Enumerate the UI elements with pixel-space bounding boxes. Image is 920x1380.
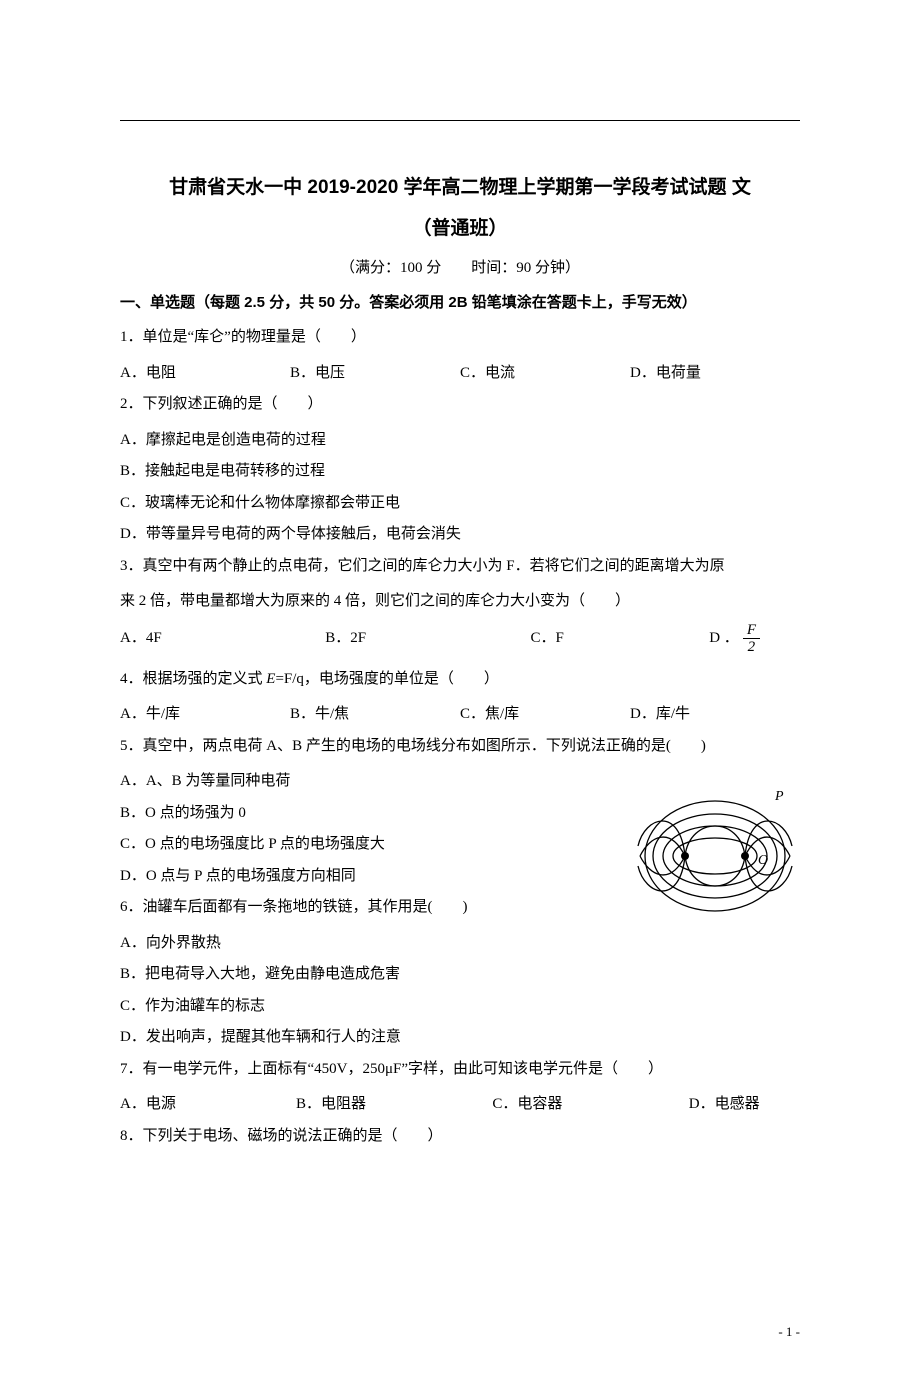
q6-opt-b: B．把电荷导入大地，避免由静电造成危害 bbox=[120, 959, 620, 991]
q8-stem: 8．下列关于电场、磁场的说法正确的是（ ） bbox=[120, 1121, 800, 1153]
q5-options: A．A、B 为等量同种电荷 B．O 点的场强为 0 C．O 点的电场强度比 P … bbox=[120, 766, 620, 892]
q2-opt-b: B．接触起电是电荷转移的过程 bbox=[120, 456, 800, 488]
q1-opt-c: C．电流 bbox=[460, 358, 630, 390]
q7-opt-d: D．电感器 bbox=[689, 1089, 760, 1121]
q5-stem: 5．真空中，两点电荷 A、B 产生的电场的电场线分布如图所示．下列说法正确的是(… bbox=[120, 731, 800, 763]
q5-opt-b: B．O 点的场强为 0 bbox=[120, 798, 620, 830]
exam-title-line1: 甘肃省天水一中 2019-2020 学年高二物理上学期第一学段考试试题 文 bbox=[120, 171, 800, 205]
q2-opt-a: A．摩擦起电是创造电荷的过程 bbox=[120, 425, 800, 457]
exam-title-line2: （普通班） bbox=[120, 213, 800, 240]
q3-opt-d: D ． F 2 bbox=[709, 622, 760, 656]
section1-header: 一、单选题（每题 2.5 分，共 50 分。答案必须用 2B 铅笔填涂在答题卡上… bbox=[120, 291, 800, 312]
q3-opt-d-label: D ． bbox=[709, 623, 739, 655]
q5-opt-d: D．O 点与 P 点的电场强度方向相同 bbox=[120, 861, 620, 893]
q3-stem-l1: 3．真空中有两个静止的点电荷，它们之间的库仑力大小为 F．若将它们之间的距离增大… bbox=[120, 551, 800, 583]
q7-opt-a: A．电源 bbox=[120, 1089, 256, 1121]
exam-meta: （满分：100 分 时间：90 分钟） bbox=[120, 256, 800, 277]
q3-opt-a: A．4F bbox=[120, 622, 285, 656]
top-rule bbox=[120, 120, 800, 121]
q4-opt-b: B．牛/焦 bbox=[290, 699, 460, 731]
q1-stem: 1．单位是“库仑”的物理量是（ ） bbox=[120, 322, 800, 354]
q7-opt-c: C．电容器 bbox=[492, 1089, 648, 1121]
q3-opt-c: C．F bbox=[530, 622, 669, 656]
q6-opt-d: D．发出响声，提醒其他车辆和行人的注意 bbox=[120, 1022, 620, 1054]
q3-frac-num: F bbox=[743, 622, 760, 640]
q1-opt-a: A．电阻 bbox=[120, 358, 290, 390]
q4-stem-post: =F/q，电场强度的单位是（ ） bbox=[275, 671, 498, 687]
q5-opt-a: A．A、B 为等量同种电荷 bbox=[120, 766, 620, 798]
q5-fig-label-p: P bbox=[774, 789, 784, 804]
q4-stem-pre: 4．根据场强的定义式 bbox=[120, 671, 266, 687]
q5-opt-c: C．O 点的电场强度比 P 点的电场强度大 bbox=[120, 829, 620, 861]
q6-opt-a: A．向外界散热 bbox=[120, 928, 620, 960]
q4-options: A．牛/库 B．牛/焦 C．焦/库 D．库/牛 bbox=[120, 699, 800, 731]
q3-options: A．4F B．2F C．F D ． F 2 bbox=[120, 622, 800, 656]
q5-figure: P O bbox=[630, 776, 800, 931]
q7-options: A．电源 B．电阻器 C．电容器 D．电感器 bbox=[120, 1089, 800, 1121]
q3-opt-b: B．2F bbox=[325, 622, 490, 656]
q1-opt-b: B．电压 bbox=[290, 358, 460, 390]
q2-opt-c: C．玻璃棒无论和什么物体摩擦都会带正电 bbox=[120, 488, 800, 520]
q1-options: A．电阻 B．电压 C．电流 D．电荷量 bbox=[120, 358, 800, 390]
q3-fraction: F 2 bbox=[743, 622, 760, 656]
q4-opt-c: C．焦/库 bbox=[460, 699, 630, 731]
q3-stem-l2: 来 2 倍，带电量都增大为原来的 4 倍，则它们之间的库仑力大小变为（ ） bbox=[120, 586, 800, 618]
q4-opt-a: A．牛/库 bbox=[120, 699, 290, 731]
q6-opt-c: C．作为油罐车的标志 bbox=[120, 991, 620, 1023]
q1-opt-d: D．电荷量 bbox=[630, 358, 800, 390]
q2-stem: 2．下列叙述正确的是（ ） bbox=[120, 389, 800, 421]
q7-stem: 7．有一电学元件，上面标有“450V，250μF”字样，由此可知该电学元件是（ … bbox=[120, 1054, 800, 1086]
q4-stem: 4．根据场强的定义式 E=F/q，电场强度的单位是（ ） bbox=[120, 664, 800, 696]
q3-frac-den: 2 bbox=[744, 639, 760, 656]
q2-opt-d: D．带等量异号电荷的两个导体接触后，电荷会消失 bbox=[120, 519, 800, 551]
q5-fig-label-o: O bbox=[758, 853, 768, 868]
q2-options: A．摩擦起电是创造电荷的过程 B．接触起电是电荷转移的过程 C．玻璃棒无论和什么… bbox=[120, 425, 800, 551]
field-lines-icon: P O bbox=[630, 776, 800, 926]
page-number: - 1 - bbox=[778, 1324, 800, 1340]
q7-opt-b: B．电阻器 bbox=[296, 1089, 452, 1121]
q4-opt-d: D．库/牛 bbox=[630, 699, 800, 731]
q6-options: A．向外界散热 B．把电荷导入大地，避免由静电造成危害 C．作为油罐车的标志 D… bbox=[120, 928, 620, 1054]
